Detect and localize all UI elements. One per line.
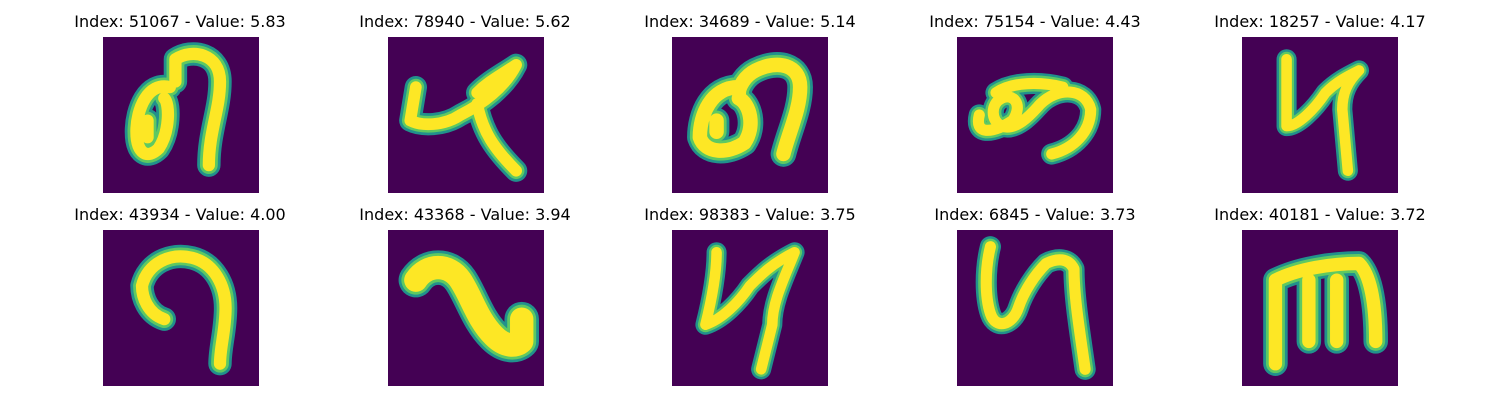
digit-image-34689	[672, 37, 828, 193]
panel-title: Index: 43368 - Value: 3.94	[359, 205, 571, 224]
digit-image-6845	[957, 230, 1113, 386]
panel-title: Index: 75154 - Value: 4.43	[929, 12, 1141, 31]
digit-image-75154	[957, 37, 1113, 193]
panel-title: Index: 43934 - Value: 4.00	[74, 205, 286, 224]
digit-image-51067	[103, 37, 259, 193]
digit-image-18257	[1242, 37, 1398, 193]
panel-title: Index: 6845 - Value: 3.73	[934, 205, 1136, 224]
panel-title: Index: 34689 - Value: 5.14	[644, 12, 856, 31]
digit-image-40181	[1242, 230, 1398, 386]
digit-image-43368	[388, 230, 544, 386]
digit-image-98383	[672, 230, 828, 386]
panel-title: Index: 18257 - Value: 4.17	[1214, 12, 1426, 31]
panel-title: Index: 40181 - Value: 3.72	[1214, 205, 1426, 224]
panel-title: Index: 78940 - Value: 5.62	[359, 12, 571, 31]
digit-image-78940	[388, 37, 544, 193]
panel-title: Index: 51067 - Value: 5.83	[74, 12, 286, 31]
digit-image-43934	[103, 230, 259, 386]
panel-title: Index: 98383 - Value: 3.75	[644, 205, 856, 224]
